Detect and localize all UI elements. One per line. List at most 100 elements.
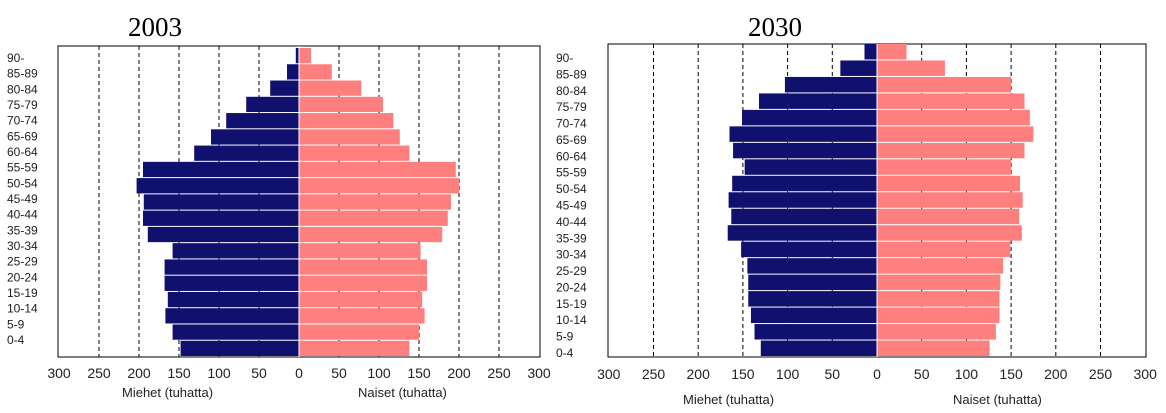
bar-men-45-49 — [728, 192, 877, 208]
x-tick-label: 150 — [999, 366, 1023, 382]
bar-women-40-44 — [877, 208, 1020, 225]
age-label: 45-49 — [7, 192, 38, 206]
age-label: 65-69 — [556, 133, 587, 147]
age-label: 55-59 — [7, 161, 38, 175]
bar-women-10-14 — [877, 307, 1000, 324]
age-label: 0-4 — [7, 333, 25, 347]
age-label: 70-74 — [7, 114, 38, 128]
bar-men-70-74 — [742, 109, 877, 126]
bar-men-75-79 — [758, 93, 877, 109]
bar-men-5-9 — [754, 324, 877, 340]
age-label: 65-69 — [7, 129, 38, 143]
bar-men-75-79 — [246, 96, 299, 113]
age-labels: 0-45-910-1415-1920-2425-2930-3435-3940-4… — [7, 51, 38, 347]
bar-men-0-4 — [180, 340, 299, 356]
x-tick-label: 100 — [367, 365, 391, 381]
bar-men-60-64 — [194, 145, 299, 161]
x-tick-label: 250 — [1089, 366, 1113, 382]
age-label: 80-84 — [556, 84, 587, 98]
bar-women-0-4 — [877, 340, 990, 356]
bar-women-30-34 — [877, 241, 1011, 258]
bar-women-65-69 — [299, 129, 400, 145]
bar-men-55-59 — [744, 159, 877, 175]
age-label: 75-79 — [556, 100, 587, 114]
bar-women-25-29 — [877, 258, 1004, 274]
bar-women-80-84 — [877, 76, 1012, 93]
bar-men-20-24 — [748, 274, 877, 291]
age-label: 70-74 — [556, 117, 587, 131]
x-tick-label: 200 — [447, 365, 471, 381]
bar-women-85-89 — [299, 64, 332, 80]
x-tick-label: 50 — [251, 365, 267, 381]
bar-men-30-34 — [172, 243, 299, 259]
bar-men-65-69 — [729, 126, 877, 142]
age-label: 5-9 — [556, 330, 574, 344]
x-tick-label: 250 — [487, 365, 511, 381]
age-label: 85-89 — [7, 67, 38, 81]
bar-women-90- — [299, 48, 311, 64]
age-label: 30-34 — [7, 239, 38, 253]
bar-men-5-9 — [172, 324, 299, 340]
age-label: 45-49 — [556, 199, 587, 213]
bar-women-65-69 — [877, 126, 1034, 142]
bar-women-40-44 — [299, 210, 448, 226]
bar-men-90- — [864, 44, 877, 60]
x-tick-label: 150 — [731, 366, 755, 382]
x-tick-labels: 300 250 200 150 100 50 0 50 100 150 200 250 300 — [597, 366, 1157, 382]
bar-men-35-39 — [147, 226, 299, 243]
bar-men-80-84 — [270, 80, 299, 96]
x-axis-label-women: Naiset (tuhatta) — [358, 385, 447, 400]
x-axis-label-women: Naiset (tuhatta) — [953, 392, 1042, 407]
pyramid-2030: 0-4 5-9 10-14 15-19 20-24 25-29 30-34 35-39 40-4… — [556, 43, 1157, 407]
bar-men-60-64 — [733, 142, 877, 159]
bar-women-60-64 — [299, 145, 410, 161]
bar-women-70-74 — [877, 109, 1030, 126]
bar-women-90- — [877, 44, 907, 60]
bar-men-65-69 — [211, 129, 299, 145]
x-tick-label: 200 — [127, 365, 151, 381]
bar-women-5-9 — [299, 324, 419, 340]
x-tick-label: 200 — [1044, 366, 1068, 382]
x-tick-label: 100 — [776, 366, 800, 382]
bar-women-35-39 — [299, 226, 443, 243]
age-label: 90- — [7, 51, 24, 65]
x-tick-label: 150 — [167, 365, 191, 381]
bar-men-30-34 — [741, 241, 877, 258]
bar-men-20-24 — [164, 275, 299, 291]
series-women — [877, 44, 1034, 356]
age-label: 5-9 — [7, 317, 25, 331]
series-women — [299, 48, 459, 356]
x-tick-label: 100 — [207, 365, 231, 381]
x-axis-label-men: Miehet (tuhatta) — [122, 385, 213, 400]
age-label: 55-59 — [556, 166, 587, 180]
bar-men-50-54 — [732, 175, 877, 192]
x-tick-label: 300 — [527, 365, 551, 381]
bar-women-15-19 — [877, 291, 1000, 307]
bar-women-0-4 — [299, 340, 410, 356]
bar-women-15-19 — [299, 291, 423, 308]
age-label: 50-54 — [556, 182, 587, 196]
x-tick-label: 250 — [642, 366, 666, 382]
age-label: 25-29 — [556, 264, 587, 278]
x-tick-label: 50 — [331, 365, 347, 381]
bar-men-10-14 — [165, 308, 299, 324]
series-men — [136, 48, 299, 356]
bar-men-25-29 — [164, 259, 299, 275]
age-labels: 0-45-910-1415-1920-2425-2930-3435-3940-4… — [556, 51, 587, 360]
bar-women-50-54 — [299, 178, 459, 194]
bar-women-80-84 — [299, 80, 362, 96]
bar-men-50-54 — [136, 178, 299, 194]
bar-women-50-54 — [877, 175, 1021, 192]
x-tick-label: 100 — [955, 366, 979, 382]
x-tick-label: 150 — [407, 365, 431, 381]
bar-women-55-59 — [299, 161, 456, 178]
age-label: 75-79 — [7, 98, 38, 112]
bar-men-40-44 — [731, 208, 877, 225]
chart-title-2003: 2003 — [128, 12, 182, 42]
bar-women-20-24 — [299, 275, 427, 291]
age-label: 40-44 — [7, 208, 38, 222]
x-tick-label: 0 — [873, 366, 881, 382]
x-tick-label: 300 — [597, 366, 621, 382]
age-label: 15-19 — [7, 286, 38, 300]
